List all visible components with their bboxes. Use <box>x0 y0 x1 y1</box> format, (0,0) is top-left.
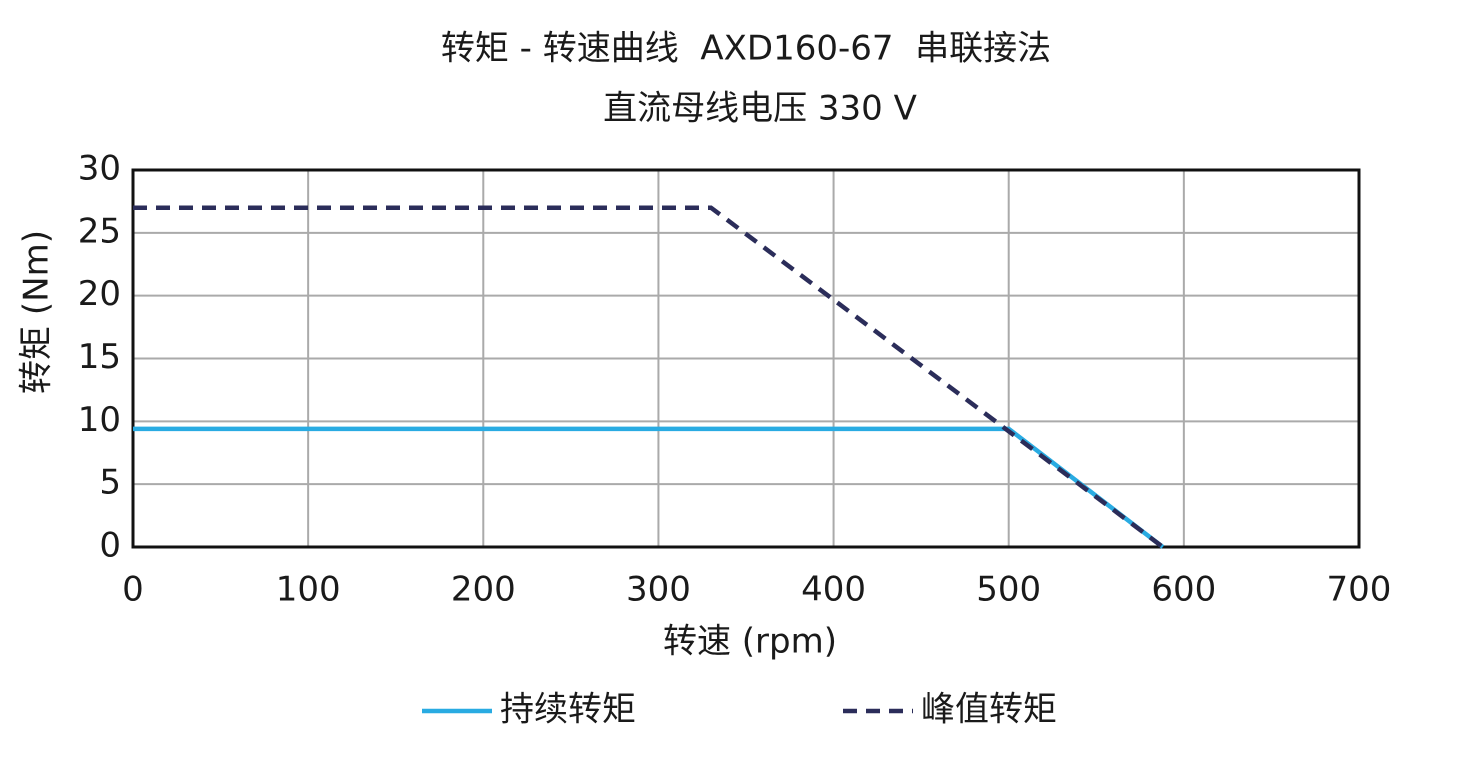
x-tick-label: 500 <box>976 570 1041 610</box>
x-tick-label: 600 <box>1151 570 1216 610</box>
x-tick-label: 300 <box>626 570 691 610</box>
y-tick-label: 0 <box>99 526 121 566</box>
series-line <box>133 205 1165 549</box>
y-tick-label: 30 <box>78 149 121 189</box>
x-axis-label: 转速 (rpm) <box>663 622 837 662</box>
chart-subtitle: 直流母线电压 330 V <box>603 89 917 129</box>
y-tick-label: 10 <box>78 400 121 440</box>
x-tick-label: 200 <box>451 570 516 610</box>
y-tick-label: 25 <box>78 211 121 251</box>
x-tick-label: 700 <box>1327 570 1392 610</box>
legend-label: 峰值转矩 <box>921 690 1057 730</box>
y-tick-label: 15 <box>78 337 121 377</box>
x-tick-label: 0 <box>122 570 144 610</box>
x-tick-label: 100 <box>276 570 341 610</box>
x-tick-label: 400 <box>801 570 866 610</box>
y-tick-label: 5 <box>99 463 121 503</box>
legend-label: 持续转矩 <box>500 690 636 730</box>
chart-title: 转矩 - 转速曲线 AXD160-67 串联接法 <box>441 29 1051 69</box>
y-axis-label: 转矩 (Nm) <box>17 230 57 394</box>
y-tick-label: 20 <box>78 274 121 314</box>
plot-frame <box>131 168 1361 549</box>
